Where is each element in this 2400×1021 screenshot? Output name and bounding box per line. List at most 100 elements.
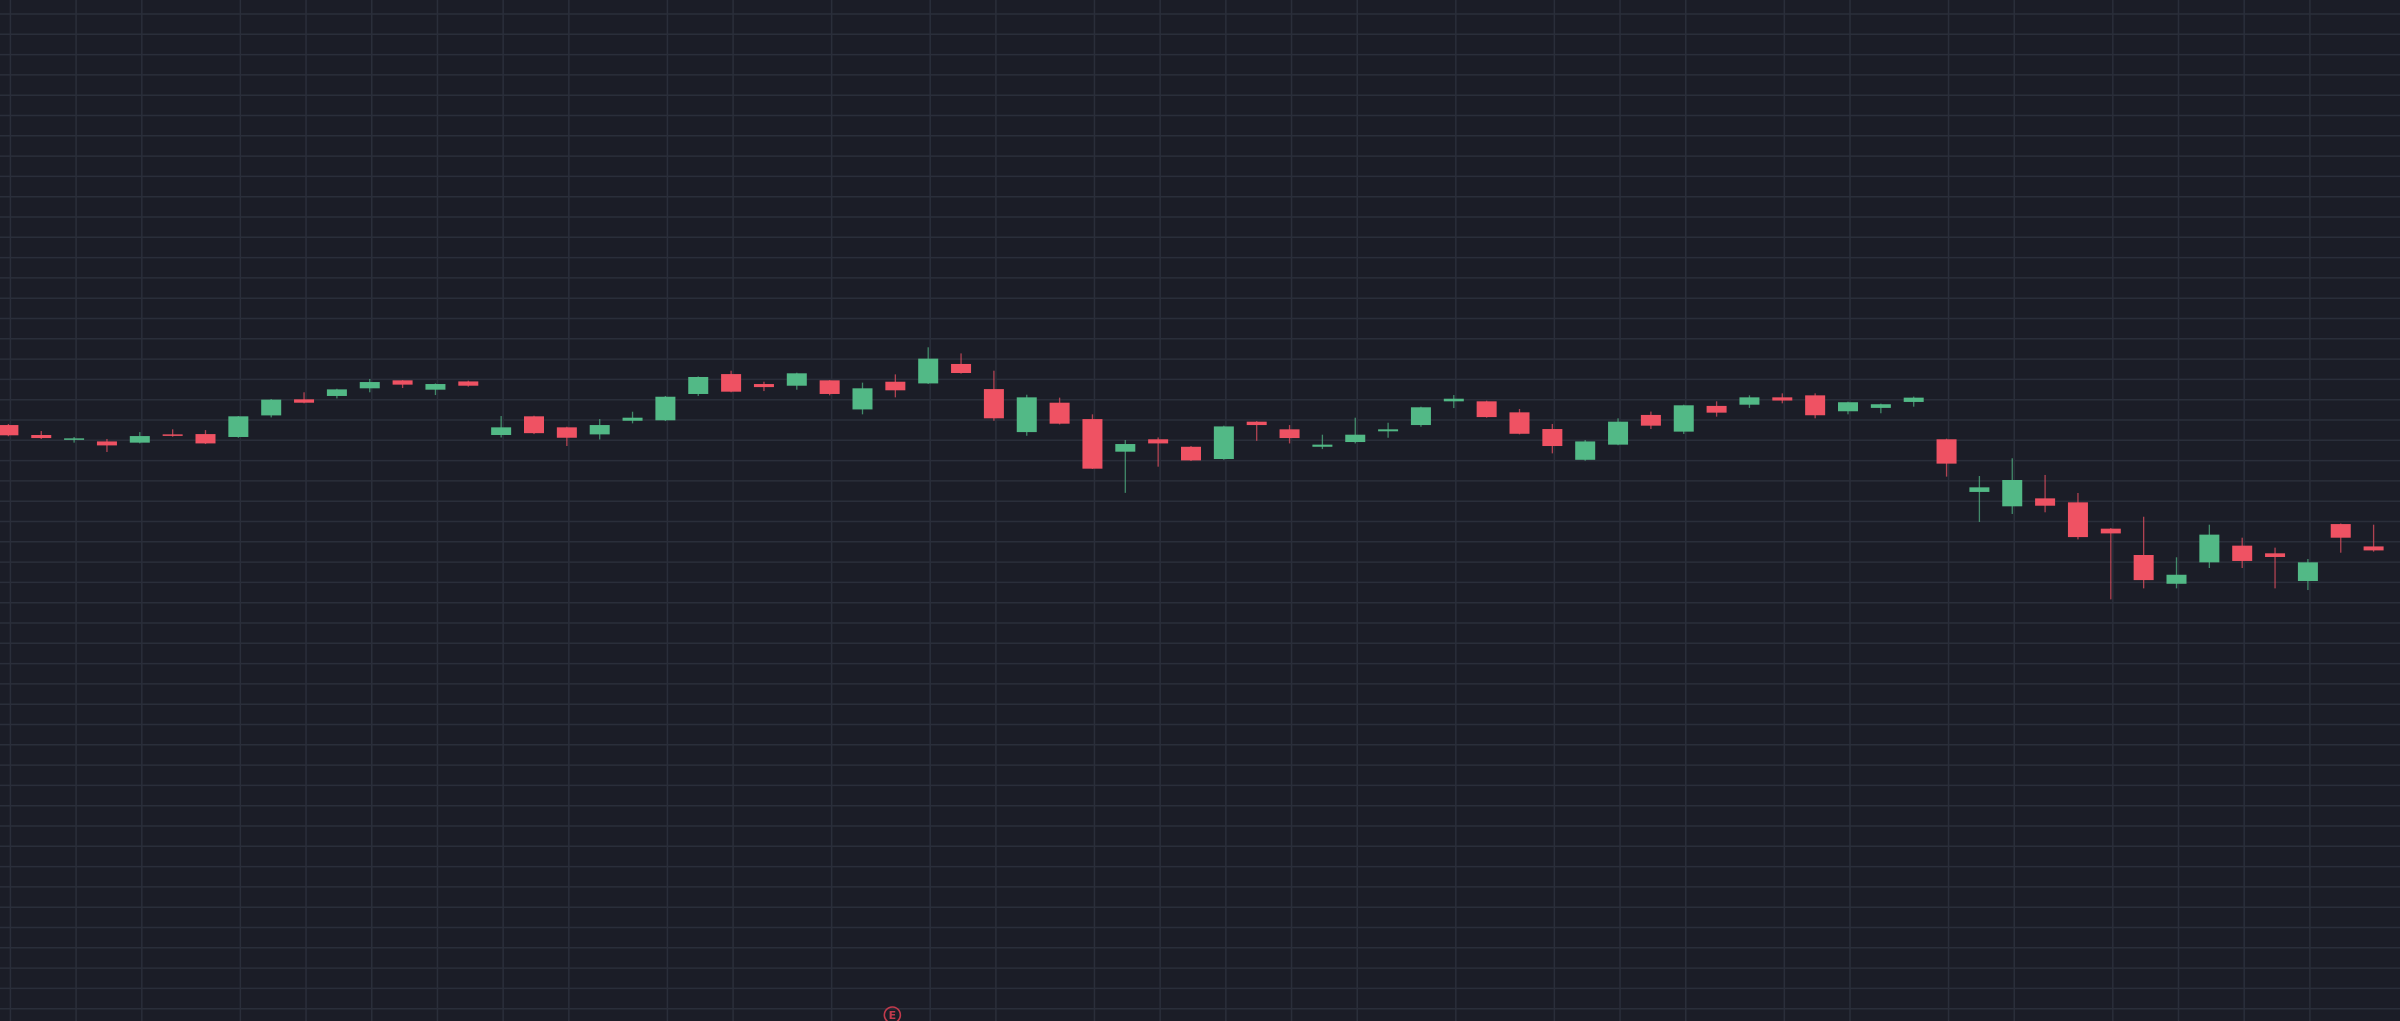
- candle-body: [294, 399, 315, 403]
- candle-up[interactable]: [1739, 395, 1760, 408]
- candle-up[interactable]: [425, 383, 446, 396]
- candle-up[interactable]: [688, 376, 709, 396]
- candle-body: [261, 399, 282, 416]
- candle-down[interactable]: [721, 370, 742, 393]
- candle-down[interactable]: [1476, 400, 1497, 418]
- candle-down[interactable]: [556, 426, 577, 447]
- earnings-event-marker[interactable]: E: [883, 1006, 902, 1021]
- candle-body: [1772, 397, 1793, 401]
- candle-down[interactable]: [1279, 425, 1300, 444]
- candle-down[interactable]: [951, 353, 972, 374]
- candle-down[interactable]: [1181, 446, 1201, 462]
- candle-up[interactable]: [261, 399, 282, 418]
- candle-body: [64, 438, 85, 440]
- candle-up[interactable]: [918, 347, 939, 385]
- candle-down[interactable]: [195, 430, 216, 445]
- candle-down[interactable]: [819, 380, 840, 396]
- candle-down[interactable]: [162, 429, 183, 437]
- candle-up[interactable]: [1410, 406, 1431, 427]
- candle-down[interactable]: [458, 380, 479, 387]
- candle-up[interactable]: [2002, 458, 2023, 514]
- candle-up[interactable]: [491, 416, 512, 438]
- candle-body: [1575, 441, 1596, 460]
- candle-up[interactable]: [1838, 401, 1858, 415]
- candle-body: [1443, 398, 1464, 402]
- candle-body: [1016, 397, 1037, 433]
- candle-down[interactable]: [1148, 437, 1169, 467]
- candle-body: [688, 376, 709, 394]
- candle-down[interactable]: [2265, 547, 2286, 589]
- candle-up[interactable]: [1969, 476, 1990, 522]
- candle-up[interactable]: [2166, 557, 2187, 589]
- candle-body: [1082, 419, 1103, 469]
- candle-down[interactable]: [1772, 393, 1793, 404]
- candle-up[interactable]: [1115, 440, 1136, 493]
- candle-down[interactable]: [96, 438, 117, 452]
- candle-down[interactable]: [1640, 411, 1661, 430]
- candle-down[interactable]: [1936, 438, 1957, 477]
- candle-down[interactable]: [2232, 537, 2253, 569]
- candle-down[interactable]: [1509, 408, 1530, 435]
- candle-up[interactable]: [359, 378, 380, 393]
- candle-down[interactable]: [1246, 421, 1267, 441]
- candle-up[interactable]: [1608, 418, 1629, 446]
- candle-up[interactable]: [1016, 394, 1037, 436]
- candle-body: [885, 381, 906, 391]
- candle-up[interactable]: [1378, 422, 1399, 438]
- candle-down[interactable]: [294, 392, 315, 404]
- candle-up[interactable]: [786, 372, 807, 390]
- candle-up[interactable]: [1213, 425, 1234, 460]
- candle-down[interactable]: [2100, 528, 2121, 600]
- candle-down[interactable]: [1706, 401, 1727, 417]
- candle-body: [819, 380, 840, 394]
- candle-up[interactable]: [852, 382, 873, 415]
- candle-body: [2100, 528, 2121, 534]
- candle-up[interactable]: [589, 419, 610, 440]
- candle-down[interactable]: [2330, 523, 2351, 553]
- candle-down[interactable]: [2035, 474, 2056, 513]
- candle-up[interactable]: [326, 388, 347, 399]
- candle-down[interactable]: [885, 374, 906, 398]
- candle-up[interactable]: [1575, 440, 1596, 461]
- candle-body: [1838, 402, 1858, 412]
- candle-body: [1213, 426, 1234, 460]
- candle-up[interactable]: [1870, 403, 1891, 414]
- candle-up[interactable]: [1345, 417, 1366, 444]
- candle-up[interactable]: [1903, 396, 1924, 407]
- candle-up[interactable]: [655, 395, 676, 422]
- candle-up[interactable]: [129, 432, 150, 444]
- candle-body: [852, 388, 873, 410]
- candle-body: [162, 434, 183, 436]
- candle-down[interactable]: [983, 370, 1004, 421]
- candle-body: [1148, 439, 1169, 444]
- candle-body: [1969, 487, 1990, 492]
- candle-up[interactable]: [2297, 558, 2318, 591]
- candle-down[interactable]: [392, 380, 413, 389]
- candle-down[interactable]: [1049, 397, 1070, 425]
- candle-body: [1246, 421, 1267, 426]
- candle-body: [983, 389, 1004, 419]
- candle-up[interactable]: [64, 436, 85, 443]
- candle-down[interactable]: [1805, 393, 1826, 419]
- candle-down[interactable]: [1542, 423, 1563, 454]
- candle-down[interactable]: [2133, 516, 2154, 589]
- candle-body: [2199, 534, 2220, 563]
- candle-down[interactable]: [524, 415, 544, 435]
- candle-down[interactable]: [2067, 493, 2088, 540]
- candle-down[interactable]: [2363, 524, 2384, 552]
- candle-up[interactable]: [1312, 434, 1333, 450]
- candle-up[interactable]: [228, 416, 249, 438]
- candle-body: [96, 441, 117, 446]
- candle-body: [1476, 401, 1497, 418]
- candle-down[interactable]: [753, 381, 774, 392]
- candle-down[interactable]: [1082, 414, 1103, 469]
- candle-up[interactable]: [2199, 524, 2220, 569]
- candle-down[interactable]: [0, 423, 19, 437]
- candle-down[interactable]: [31, 431, 52, 439]
- candle-up[interactable]: [1443, 395, 1464, 409]
- candle-up[interactable]: [622, 411, 643, 424]
- candle-up[interactable]: [1673, 404, 1694, 434]
- candle-body: [951, 363, 972, 374]
